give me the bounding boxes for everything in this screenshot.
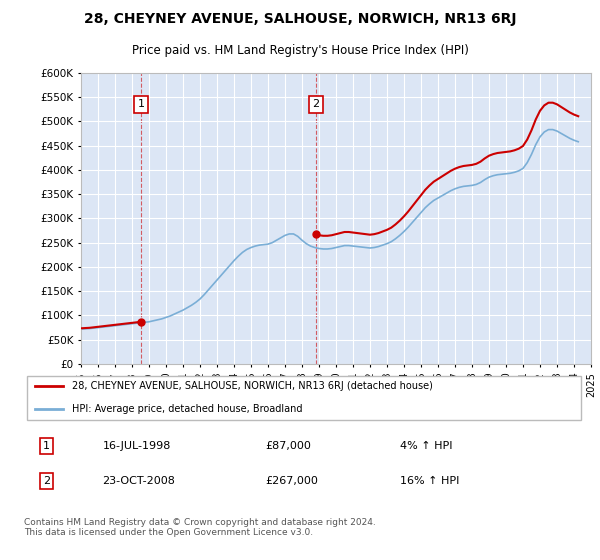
Text: 4% ↑ HPI: 4% ↑ HPI — [400, 441, 452, 451]
Text: £87,000: £87,000 — [265, 441, 311, 451]
Text: Price paid vs. HM Land Registry's House Price Index (HPI): Price paid vs. HM Land Registry's House … — [131, 44, 469, 57]
FancyBboxPatch shape — [27, 376, 581, 420]
Text: Contains HM Land Registry data © Crown copyright and database right 2024.
This d: Contains HM Land Registry data © Crown c… — [24, 518, 376, 538]
Text: 16% ↑ HPI: 16% ↑ HPI — [400, 476, 459, 486]
Text: 16-JUL-1998: 16-JUL-1998 — [103, 441, 171, 451]
Text: 2: 2 — [312, 99, 319, 109]
Text: 28, CHEYNEY AVENUE, SALHOUSE, NORWICH, NR13 6RJ (detached house): 28, CHEYNEY AVENUE, SALHOUSE, NORWICH, N… — [71, 380, 433, 390]
Text: 1: 1 — [137, 99, 145, 109]
Text: 2: 2 — [43, 476, 50, 486]
Text: HPI: Average price, detached house, Broadland: HPI: Average price, detached house, Broa… — [71, 404, 302, 414]
Text: 23-OCT-2008: 23-OCT-2008 — [103, 476, 175, 486]
Text: 1: 1 — [43, 441, 50, 451]
Text: £267,000: £267,000 — [265, 476, 318, 486]
Text: 28, CHEYNEY AVENUE, SALHOUSE, NORWICH, NR13 6RJ: 28, CHEYNEY AVENUE, SALHOUSE, NORWICH, N… — [84, 12, 516, 26]
